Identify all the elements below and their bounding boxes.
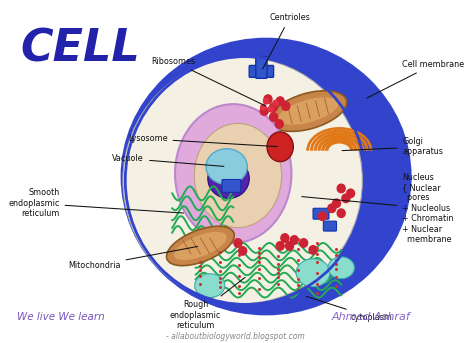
Text: Centrioles: Centrioles (263, 13, 310, 69)
Text: Cell membrane: Cell membrane (367, 60, 465, 98)
Ellipse shape (175, 104, 292, 243)
Text: Lysosome: Lysosome (128, 134, 277, 146)
Ellipse shape (173, 232, 227, 260)
Ellipse shape (123, 58, 362, 304)
Ellipse shape (327, 203, 337, 213)
Ellipse shape (337, 208, 346, 218)
Ellipse shape (285, 241, 294, 251)
Ellipse shape (275, 241, 285, 251)
Ellipse shape (263, 98, 269, 105)
Ellipse shape (290, 235, 299, 245)
FancyBboxPatch shape (323, 221, 337, 231)
Ellipse shape (296, 259, 330, 287)
Ellipse shape (195, 274, 225, 297)
Ellipse shape (267, 132, 293, 162)
Text: Smooth
endoplasmic
reticulum: Smooth endoplasmic reticulum (8, 188, 183, 218)
Text: Nucleus
{ Nuclear
  pores
+ Nucleolus
+ Chromatin
+ Nuclear
  membrane: Nucleus { Nuclear pores + Nucleolus + Ch… (302, 173, 454, 244)
Ellipse shape (275, 96, 285, 106)
Text: Ahmed Ashraf: Ahmed Ashraf (332, 312, 410, 322)
Ellipse shape (328, 257, 355, 279)
Text: Ribosomes: Ribosomes (152, 57, 265, 106)
Ellipse shape (260, 104, 266, 110)
Ellipse shape (260, 106, 269, 116)
Ellipse shape (346, 188, 356, 198)
Text: CELL: CELL (20, 28, 140, 71)
Ellipse shape (337, 184, 346, 193)
Text: Rough
endoplasmic
reticulum: Rough endoplasmic reticulum (170, 277, 245, 330)
Text: We live We learn: We live We learn (18, 312, 105, 322)
Ellipse shape (269, 112, 278, 122)
Text: Vacuole: Vacuole (112, 154, 224, 166)
Ellipse shape (272, 100, 279, 107)
Text: Golgi
apparatus: Golgi apparatus (342, 137, 443, 156)
Ellipse shape (270, 91, 346, 131)
Ellipse shape (120, 38, 411, 315)
Ellipse shape (308, 245, 318, 255)
FancyBboxPatch shape (222, 179, 241, 192)
Ellipse shape (233, 238, 243, 248)
Ellipse shape (166, 226, 234, 266)
Ellipse shape (318, 211, 327, 221)
Ellipse shape (194, 123, 282, 228)
Text: - allaboutbiologyworld.blogspot.com: - allaboutbiologyworld.blogspot.com (166, 332, 304, 341)
Ellipse shape (278, 97, 339, 125)
Text: Mitochondria: Mitochondria (68, 247, 198, 270)
Ellipse shape (238, 246, 247, 256)
Text: cytoplasm: cytoplasm (306, 296, 392, 322)
FancyBboxPatch shape (256, 57, 267, 78)
Ellipse shape (274, 119, 284, 129)
Ellipse shape (332, 198, 341, 208)
FancyBboxPatch shape (313, 208, 329, 219)
Ellipse shape (267, 106, 274, 113)
FancyBboxPatch shape (249, 66, 273, 78)
Ellipse shape (299, 238, 308, 248)
Ellipse shape (206, 149, 247, 185)
Ellipse shape (280, 233, 290, 243)
Ellipse shape (269, 102, 278, 112)
Ellipse shape (281, 101, 291, 111)
Ellipse shape (208, 159, 249, 198)
Ellipse shape (341, 193, 351, 203)
Ellipse shape (263, 94, 273, 104)
